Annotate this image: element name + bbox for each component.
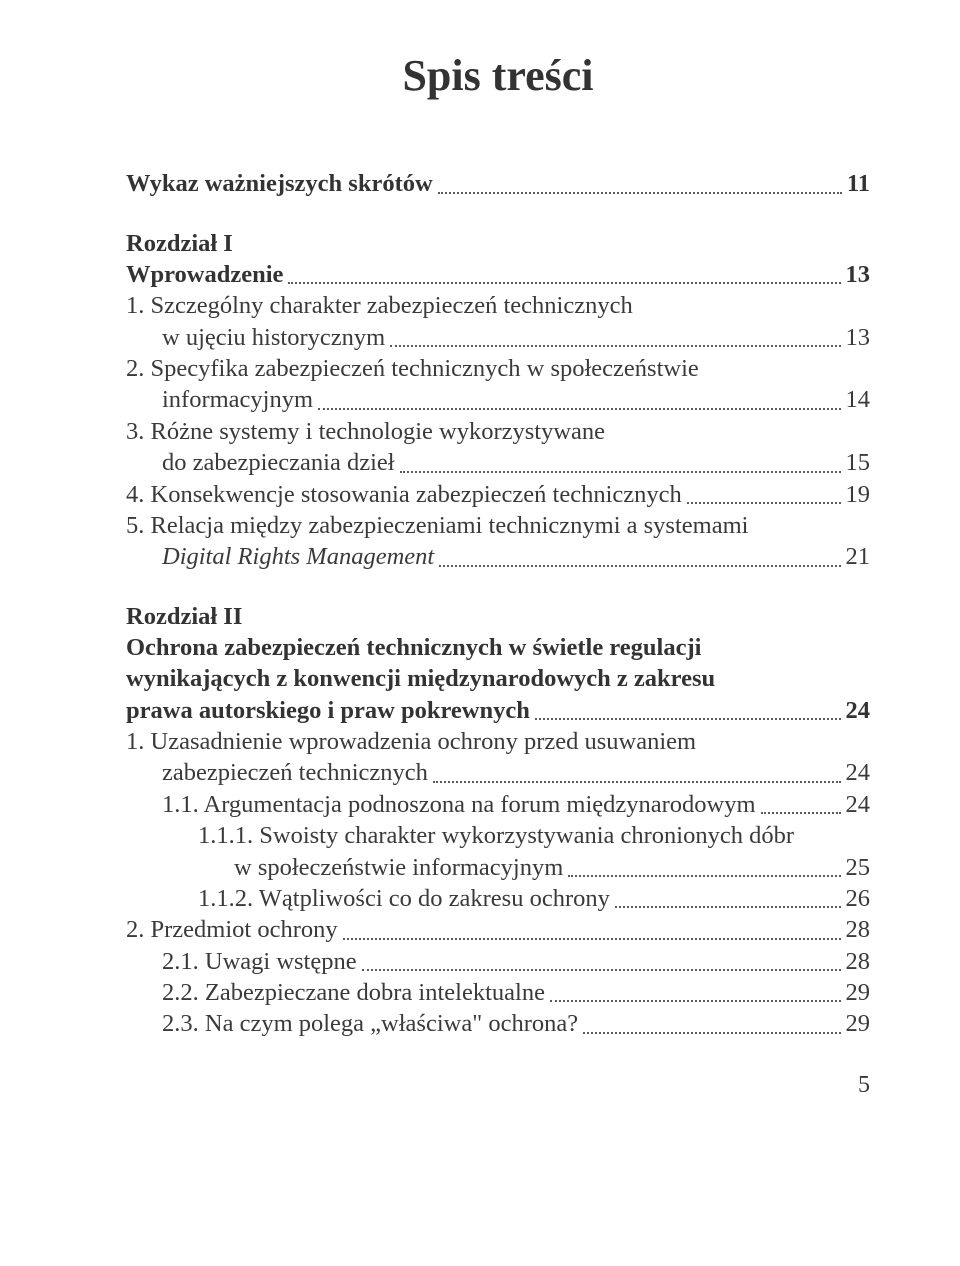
r1-item5-cont: Digital Rights Management	[162, 541, 434, 572]
r1-item5-line1: 5. Relacja między zabezpieczeniami techn…	[126, 510, 870, 541]
leader-dots	[438, 192, 842, 194]
r2-item11-page: 24	[846, 789, 871, 820]
r2-item112: 1.1.2. Wątpliwości co do zakresu ochrony…	[126, 883, 870, 914]
r2-item22-label: 2.2. Zabezpieczane dobra intelektualne	[162, 977, 545, 1008]
leader-dots	[288, 282, 840, 284]
r2-item21-page: 28	[846, 946, 871, 977]
leader-dots	[390, 345, 840, 347]
leader-dots	[362, 969, 841, 971]
wykaz-entry: Wykaz ważniejszych skrótów 11	[126, 168, 870, 199]
leader-dots	[433, 781, 841, 783]
r2-item22: 2.2. Zabezpieczane dobra intelektualne 2…	[126, 977, 870, 1008]
leader-dots	[687, 502, 841, 504]
r2-item111-cont: w społeczeństwie informacyjnym	[234, 852, 563, 883]
r1-item5-page: 21	[846, 541, 871, 572]
r2-item2: 2. Przedmiot ochrony 28	[126, 914, 870, 945]
chapter-1-heading: Rozdział I	[126, 228, 870, 259]
r1-item4-page: 19	[846, 479, 871, 510]
r1-item3-line1: 3. Różne systemy i technologie wykorzyst…	[126, 416, 870, 447]
r2-item21-label: 2.1. Uwagi wstępne	[162, 946, 357, 977]
chapter-2-title-cont: prawa autorskiego i praw pokrewnych	[126, 695, 530, 726]
chapter-1-title-label: Wprowadzenie	[126, 259, 283, 290]
chapter-2-block: Rozdział II Ochrona zabezpieczeń technic…	[126, 601, 870, 1040]
page-number: 5	[126, 1070, 870, 1101]
r1-item2-line2: informacyjnym 14	[126, 384, 870, 415]
chapter-1-title-entry: Wprowadzenie 13	[126, 259, 870, 290]
r2-item1-line2: zabezpieczeń technicznych 24	[126, 757, 870, 788]
leader-dots	[343, 938, 841, 940]
r2-item23-label: 2.3. Na czym polega „właściwa" ochrona?	[162, 1008, 578, 1039]
wykaz-page: 11	[847, 168, 870, 199]
leader-dots	[583, 1032, 840, 1034]
r2-item1-page: 24	[846, 757, 871, 788]
chapter-2-title-line3: prawa autorskiego i praw pokrewnych 24	[126, 695, 870, 726]
chapter-1-title-page: 13	[846, 259, 871, 290]
r1-item4-label: 4. Konsekwencje stosowania zabezpieczeń …	[126, 479, 682, 510]
r1-item5-line2: Digital Rights Management 21	[126, 541, 870, 572]
r1-item1-line2: w ujęciu historycznym 13	[126, 322, 870, 353]
r2-item2-label: 2. Przedmiot ochrony	[126, 914, 338, 945]
chapter-2-heading: Rozdział II	[126, 601, 870, 632]
r1-item2-line1: 2. Specyfika zabezpieczeń technicznych w…	[126, 353, 870, 384]
leader-dots	[318, 408, 840, 410]
leader-dots	[761, 812, 841, 814]
r2-item2-page: 28	[846, 914, 871, 945]
r1-item2-cont: informacyjnym	[162, 384, 313, 415]
r2-item22-page: 29	[846, 977, 871, 1008]
r2-item11-label: 1.1. Argumentacja podnoszona na forum mi…	[162, 789, 756, 820]
wykaz-label: Wykaz ważniejszych skrótów	[126, 168, 433, 199]
chapter-1-block: Rozdział I Wprowadzenie 13 1. Szczególny…	[126, 228, 870, 573]
r1-item1-line1: 1. Szczególny charakter zabezpieczeń tec…	[126, 290, 870, 321]
leader-dots	[439, 565, 840, 567]
r2-item111-line1: 1.1.1. Swoisty charakter wykorzystywania…	[126, 820, 870, 851]
r1-item4: 4. Konsekwencje stosowania zabezpieczeń …	[126, 479, 870, 510]
leader-dots	[550, 1000, 841, 1002]
r1-item3-cont: do zabezpieczania dzieł	[162, 447, 395, 478]
wykaz-block: Wykaz ważniejszych skrótów 11	[126, 168, 870, 199]
r2-item111-page: 25	[846, 852, 871, 883]
chapter-2-title-line1: Ochrona zabezpieczeń technicznych w świe…	[126, 632, 870, 663]
r2-item21: 2.1. Uwagi wstępne 28	[126, 946, 870, 977]
r2-item111-line2: w społeczeństwie informacyjnym 25	[126, 852, 870, 883]
r2-item11: 1.1. Argumentacja podnoszona na forum mi…	[126, 789, 870, 820]
r2-item112-page: 26	[846, 883, 871, 914]
r1-item3-page: 15	[846, 447, 871, 478]
leader-dots	[615, 906, 841, 908]
r2-item112-label: 1.1.2. Wątpliwości co do zakresu ochrony	[198, 883, 610, 914]
r2-item1-cont: zabezpieczeń technicznych	[162, 757, 428, 788]
chapter-2-title-page: 24	[846, 695, 871, 726]
r2-item23-page: 29	[846, 1008, 871, 1039]
leader-dots	[568, 875, 840, 877]
toc-title: Spis treści	[126, 48, 870, 104]
r2-item1-line1: 1. Uzasadnienie wprowadzenia ochrony prz…	[126, 726, 870, 757]
chapter-2-title-line2: wynikających z konwencji międzynarodowyc…	[126, 663, 870, 694]
leader-dots	[400, 471, 841, 473]
r1-item1-page: 13	[846, 322, 871, 353]
leader-dots	[535, 718, 841, 720]
r2-item23: 2.3. Na czym polega „właściwa" ochrona? …	[126, 1008, 870, 1039]
r1-item3-line2: do zabezpieczania dzieł 15	[126, 447, 870, 478]
r1-item1-cont: w ujęciu historycznym	[162, 322, 385, 353]
r1-item2-page: 14	[846, 384, 871, 415]
